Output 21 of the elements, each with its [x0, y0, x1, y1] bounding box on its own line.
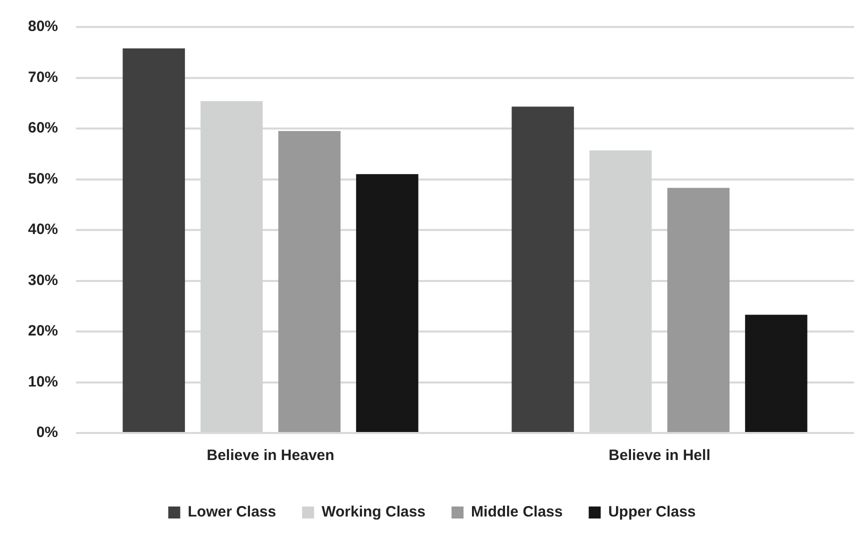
legend-label: Upper Class [608, 504, 696, 521]
legend-label: Lower Class [188, 504, 276, 521]
bar [512, 106, 574, 432]
y-tick-label: 20% [28, 322, 58, 340]
y-tick-label: 10% [28, 373, 58, 390]
legend-label: Middle Class [471, 504, 563, 521]
bar [667, 188, 730, 432]
bar [356, 174, 418, 432]
y-tick-label: 0% [36, 424, 58, 442]
y-tick-label: 60% [28, 120, 58, 137]
y-tick-label: 50% [28, 170, 58, 188]
y-tick-label: 70% [28, 68, 58, 86]
x-tick-label: Believe in Heaven [206, 447, 334, 464]
y-tick-label: 30% [28, 272, 58, 289]
x-tick-label: Believe in Hell [608, 447, 710, 464]
y-tick-label: 80% [28, 18, 58, 36]
bar [122, 48, 185, 432]
bar [278, 131, 341, 432]
bar [745, 314, 808, 432]
y-tick-label: 40% [28, 221, 58, 238]
legend-label: Working Class [322, 504, 426, 521]
